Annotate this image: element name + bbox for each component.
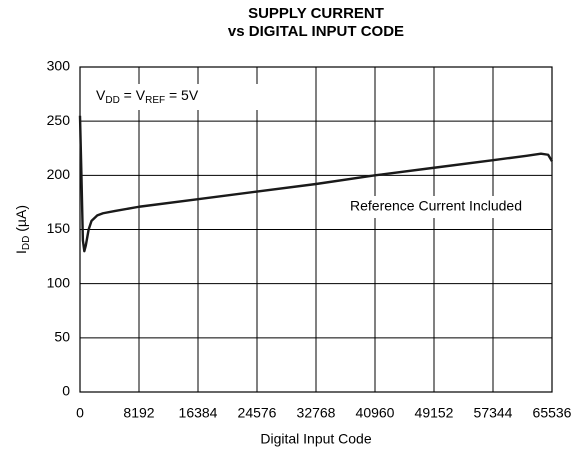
- annotation: VDD = VREF = 5V: [96, 87, 199, 106]
- x-tick-label: 16384: [179, 405, 218, 421]
- annotation-part: DD: [105, 95, 119, 106]
- y-tick-label: 300: [47, 58, 71, 74]
- chart-title: SUPPLY CURRENT: [248, 5, 384, 22]
- y-axis-label: IDD (µA): [13, 205, 32, 254]
- annotation-part: REF: [145, 95, 165, 106]
- annotation: Reference Current Included: [350, 198, 522, 214]
- x-tick-label: 24576: [238, 405, 277, 421]
- annotation-part: = 5V: [165, 87, 199, 103]
- y-tick-label: 100: [47, 274, 71, 290]
- y-axis-label-part: DD: [21, 236, 32, 250]
- annotation-part: = V: [120, 87, 146, 103]
- y-axis-label-part: (µA): [13, 205, 29, 236]
- x-tick-label: 0: [76, 405, 84, 421]
- annotation-part: V: [96, 87, 106, 103]
- y-tick-label: 50: [54, 329, 70, 345]
- x-tick-label: 57344: [474, 405, 513, 421]
- y-tick-label: 250: [47, 112, 71, 128]
- annotation-bg: [92, 84, 260, 110]
- x-axis-label: Digital Input Code: [260, 431, 372, 447]
- x-tick-label: 32768: [297, 405, 336, 421]
- y-axis-label-part: I: [13, 250, 29, 254]
- x-tick-label: 65536: [533, 405, 572, 421]
- y-tick-label: 200: [47, 166, 71, 182]
- data-line: [78, 115, 554, 253]
- y-tick-label: 150: [47, 220, 71, 236]
- annotation-bg: [324, 196, 548, 218]
- y-tick-label: 0: [62, 383, 70, 399]
- chart-title: vs DIGITAL INPUT CODE: [228, 23, 404, 40]
- x-tick-label: 49152: [415, 405, 454, 421]
- x-tick-label: 8192: [123, 405, 154, 421]
- x-tick-label: 40960: [356, 405, 395, 421]
